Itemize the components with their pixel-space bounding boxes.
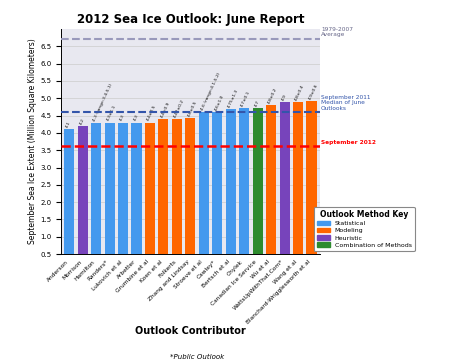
Text: 4.6±1.0: 4.6±1.0 [214, 94, 225, 111]
Bar [118, 123, 128, 272]
Text: 4.1: 4.1 [65, 121, 72, 129]
Text: 4.4±0.9: 4.4±0.9 [160, 101, 171, 118]
Y-axis label: September Sea Ice Extent (Million Square Kilometers): September Sea Ice Extent (Million Square… [28, 39, 37, 244]
Bar [199, 112, 209, 272]
Text: 4.3 (range:3.4-5.1): 4.3 (range:3.4-5.1) [93, 83, 114, 122]
Text: September 2011
Median of June
Outlooks: September 2011 Median of June Outlooks [321, 94, 370, 111]
Text: *Public Outlook: *Public Outlook [170, 354, 225, 360]
Text: 4.8±0.2: 4.8±0.2 [267, 87, 278, 105]
Text: 4.9: 4.9 [281, 93, 288, 101]
Text: 4.75±1.3: 4.75±1.3 [227, 88, 239, 108]
Bar [306, 101, 317, 272]
Bar [104, 123, 115, 272]
Title: 2012 Sea Ice Outlook: June Report: 2012 Sea Ice Outlook: June Report [77, 13, 304, 26]
Text: 4.44±0.2: 4.44±0.2 [173, 98, 185, 118]
X-axis label: Outlook Contributor: Outlook Contributor [135, 326, 246, 337]
Text: 4.2: 4.2 [79, 117, 86, 125]
Text: 4.4±0.5: 4.4±0.5 [146, 104, 157, 122]
Bar [185, 118, 196, 272]
Text: 4.3: 4.3 [119, 114, 126, 122]
Text: 4.7: 4.7 [254, 99, 260, 107]
Bar [252, 108, 263, 272]
Text: 4.8±0.4: 4.8±0.4 [294, 83, 306, 101]
Bar [212, 112, 222, 272]
Bar [78, 126, 88, 272]
Bar [293, 102, 303, 272]
Bar [91, 123, 101, 272]
Text: 4.6 (range:4.1-5.2): 4.6 (range:4.1-5.2) [200, 72, 221, 111]
Text: 4.3: 4.3 [133, 114, 140, 122]
Text: September 2012: September 2012 [321, 140, 376, 145]
Legend: Statistical, Modeling, Heuristic, Combination of Methods: Statistical, Modeling, Heuristic, Combin… [314, 207, 415, 251]
Text: 4.7±0.1: 4.7±0.1 [241, 90, 251, 107]
Text: 4.3±1.1: 4.3±1.1 [106, 105, 117, 122]
Bar [226, 109, 236, 272]
Text: 1979-2007
Average: 1979-2007 Average [321, 26, 353, 37]
Bar [239, 108, 249, 272]
Bar [132, 123, 141, 272]
Bar [280, 102, 290, 272]
Bar [266, 105, 276, 272]
Text: 4.6±0.5: 4.6±0.5 [187, 99, 198, 117]
Bar [145, 123, 155, 272]
Text: 4.9±0.6: 4.9±0.6 [308, 83, 319, 101]
Bar [64, 130, 74, 272]
Bar [172, 119, 182, 272]
Bar [158, 119, 168, 272]
